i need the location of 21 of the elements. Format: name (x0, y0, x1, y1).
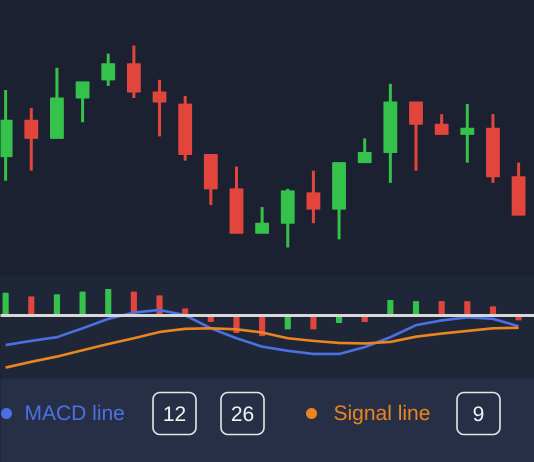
candlestick (101, 54, 116, 86)
candlestick (255, 207, 270, 234)
bar (464, 301, 470, 316)
candlestick (434, 114, 449, 135)
candlestick (76, 81, 90, 122)
text: 12 (162, 403, 186, 426)
candlestick (306, 170, 320, 224)
candlestick (24, 108, 38, 171)
bar (2, 292, 9, 316)
text: 26 (230, 403, 254, 426)
candlestick (460, 104, 474, 163)
legend-label: Signal line (334, 402, 430, 425)
candlestick (409, 102, 423, 171)
bar (105, 289, 112, 316)
legend-label: MACD line (24, 402, 125, 425)
candlestick (358, 138, 372, 164)
text: 9 (472, 403, 484, 426)
bar (80, 292, 86, 316)
bar (28, 296, 34, 316)
bar (54, 294, 60, 316)
candlestick (152, 80, 166, 136)
